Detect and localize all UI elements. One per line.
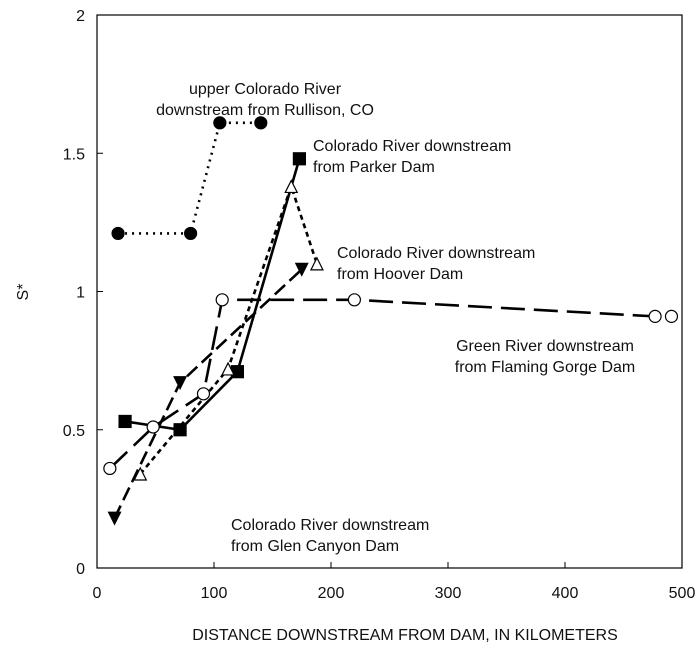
marker	[292, 152, 307, 166]
series-line	[108, 298, 672, 470]
y-tick-label: 0.5	[63, 423, 85, 440]
y-tick-label: 1	[76, 285, 85, 302]
marker	[648, 309, 662, 323]
series-label: from Hoover Dam	[337, 266, 463, 283]
series-label: from Glen Canyon Dam	[231, 538, 399, 555]
marker	[215, 293, 229, 307]
marker	[103, 461, 117, 476]
series-line	[139, 182, 319, 475]
marker	[284, 179, 299, 194]
x-tick-label: 200	[318, 585, 345, 602]
y-tick-label: 0	[76, 561, 85, 578]
marker	[213, 116, 227, 130]
x-tick-label: 100	[201, 585, 228, 602]
x-tick-label: 0	[93, 585, 102, 602]
marker	[184, 226, 198, 241]
marker	[196, 387, 211, 401]
marker	[173, 376, 188, 391]
series-label: upper Colorado River	[189, 81, 342, 98]
x-tick-label: 500	[669, 585, 696, 602]
series-label: Colorado River downstream	[313, 138, 511, 155]
marker	[118, 414, 132, 429]
series-label: from Flaming Gorge Dam	[455, 359, 636, 376]
x-tick-label: 300	[435, 585, 462, 602]
y-tick-label: 1.5	[63, 146, 85, 163]
series-line	[118, 121, 261, 235]
marker	[173, 423, 187, 437]
marker	[230, 365, 244, 379]
marker	[347, 293, 361, 307]
marker	[146, 420, 160, 434]
y-axis-label: S*	[15, 284, 32, 301]
series-label: downstream from Rullison, CO	[156, 102, 374, 119]
x-tick-label: 400	[552, 585, 579, 602]
x-axis-label: DISTANCE DOWNSTREAM FROM DAM, IN KILOMET…	[192, 627, 618, 644]
marker	[107, 511, 122, 526]
marker	[294, 262, 309, 277]
marker	[133, 466, 148, 481]
marker	[111, 226, 125, 241]
marker	[664, 309, 679, 323]
series-label: Colorado River downstream	[337, 245, 535, 262]
marker	[221, 361, 236, 376]
y-tick-label: 2	[76, 8, 85, 25]
marker	[254, 116, 268, 130]
plot-frame	[96, 14, 683, 569]
series-label: from Parker Dam	[313, 159, 435, 176]
series-label: Green River downstream	[456, 338, 634, 355]
series-label: Colorado River downstream	[231, 517, 429, 534]
marker	[309, 256, 324, 271]
